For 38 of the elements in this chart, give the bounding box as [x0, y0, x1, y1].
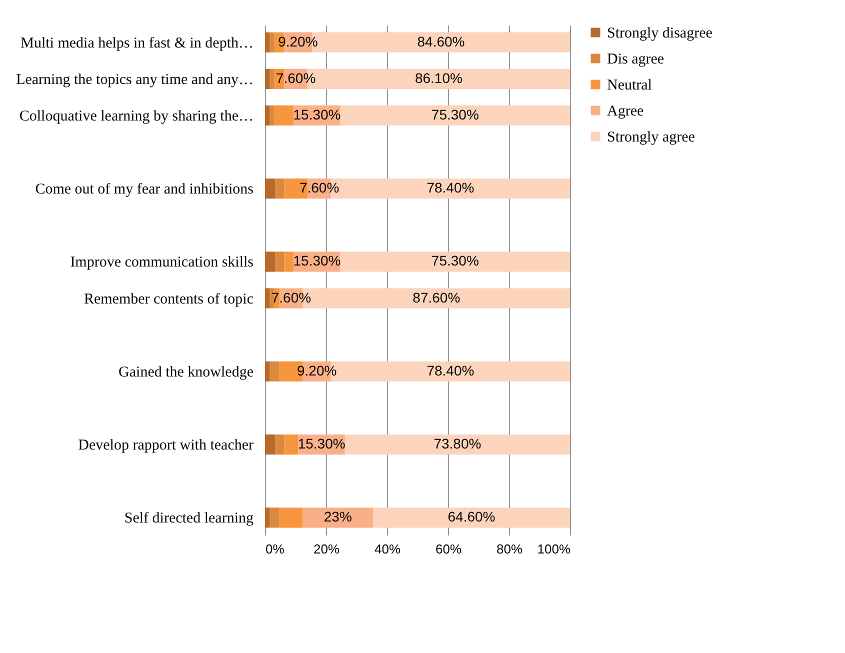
x-tick-label: 20%	[313, 542, 340, 556]
y-tick-label: Gained the knowledge	[118, 364, 254, 380]
y-tick-label: Learning the topics any time and any…	[16, 72, 254, 88]
x-tick-label: 80%	[496, 542, 523, 556]
x-tick-label: 100%	[537, 542, 571, 556]
data-label: 15.30%	[293, 252, 341, 269]
data-label: 7.60%	[271, 289, 312, 306]
data-label: 78.40%	[426, 362, 474, 378]
data-label: 87.60%	[412, 289, 460, 306]
y-tick-label: Multi media helps in fast & in depth…	[20, 35, 254, 52]
legend-label: Strongly agree	[607, 130, 696, 146]
legend-label: Neutral	[607, 78, 652, 94]
data-label: 75.30%	[431, 106, 479, 122]
y-tick-label: Come out of my fear and inhibitions	[35, 182, 254, 198]
data-label: 75.30%	[431, 252, 479, 269]
y-tick-label: Self directed learning	[124, 510, 254, 527]
y-tick-label: Remember contents of topic	[84, 291, 254, 308]
x-tick-label: 60%	[435, 542, 462, 556]
data-label: 7.60%	[299, 180, 340, 196]
data-label: 23%	[324, 508, 352, 525]
legend-label: Dis agree	[607, 52, 664, 68]
legend-label: Strongly disagree	[607, 26, 713, 42]
y-tick-label: Improve communication skills	[70, 254, 254, 271]
data-label: 15.30%	[293, 106, 341, 122]
data-label: 9.20%	[297, 362, 337, 378]
data-label: 84.60%	[417, 33, 465, 50]
y-tick-label: Develop rapport with teacher	[78, 438, 254, 454]
y-tick-label: Colloquative learning by sharing the…	[19, 108, 254, 124]
x-tick-label: 40%	[374, 542, 401, 556]
data-label: 73.80%	[434, 436, 482, 452]
x-tick-label: 0%	[266, 542, 285, 556]
data-label: 64.60%	[448, 508, 496, 525]
data-label: 86.10%	[414, 70, 462, 86]
data-label: 7.60%	[276, 70, 316, 86]
data-label: 15.30%	[298, 436, 346, 452]
data-label: 78.40%	[426, 180, 474, 196]
legend-label: Agree	[607, 104, 644, 120]
data-label: 9.20%	[278, 33, 318, 50]
